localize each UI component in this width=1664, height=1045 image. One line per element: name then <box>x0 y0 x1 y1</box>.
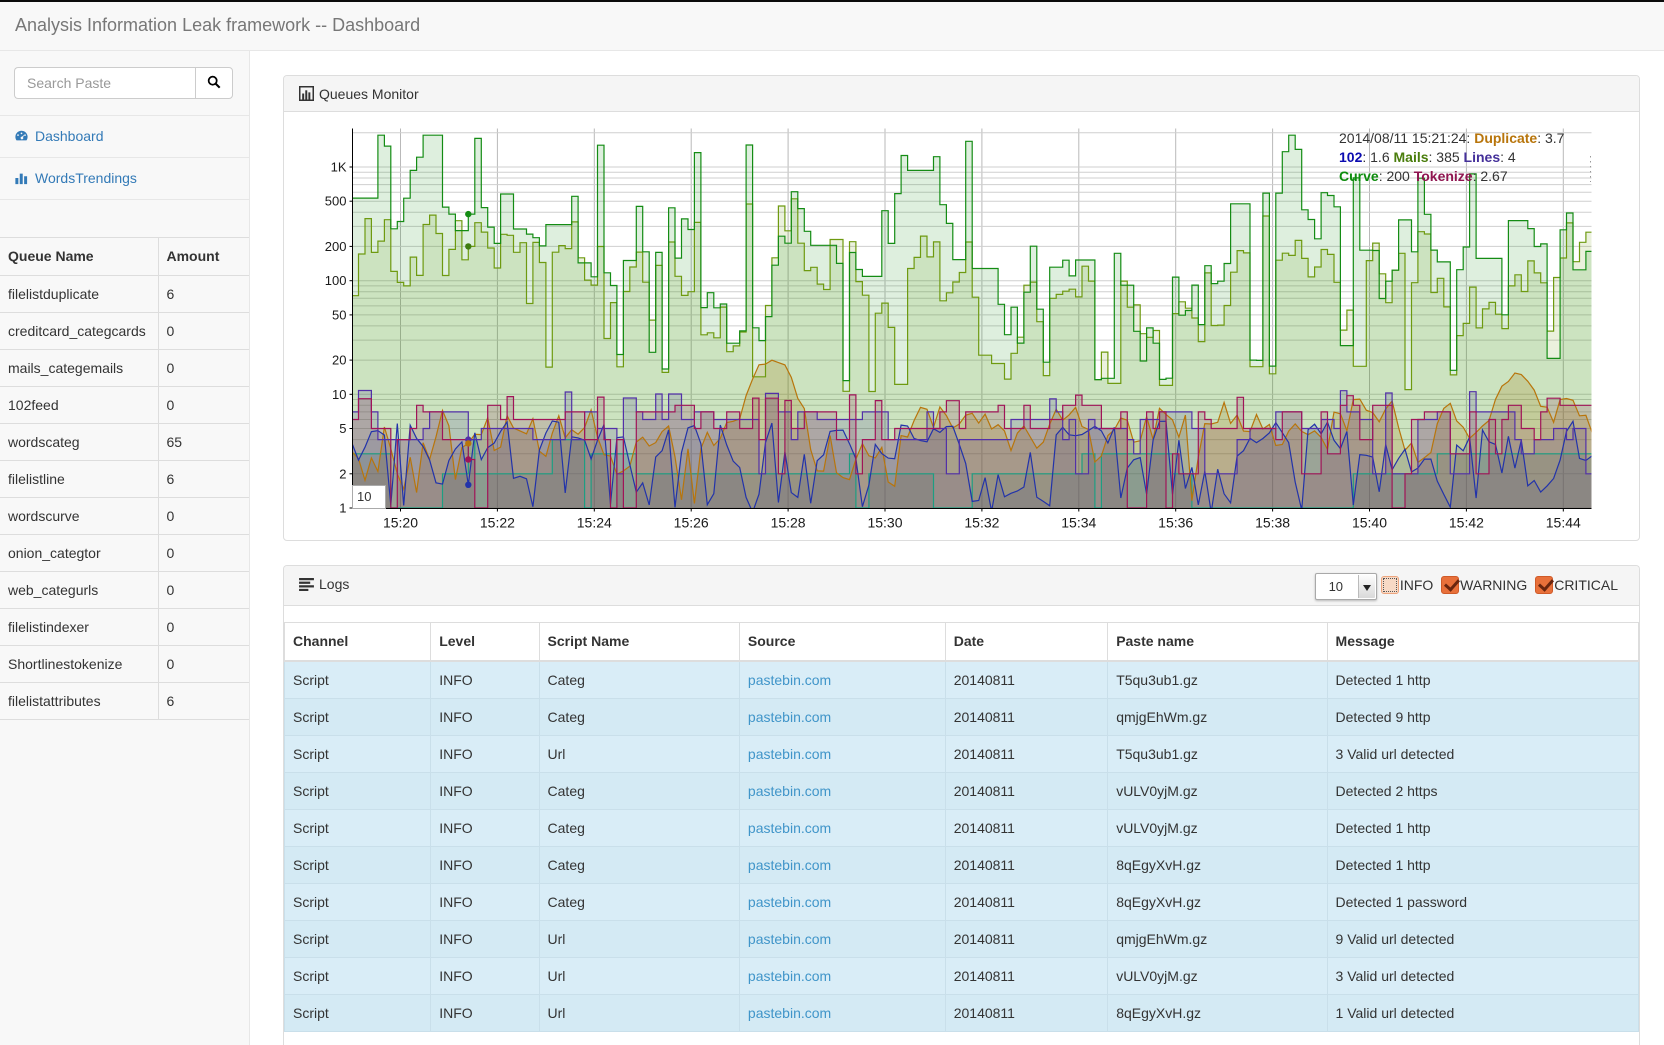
svg-text:10: 10 <box>332 387 346 402</box>
svg-text:15:26: 15:26 <box>674 515 709 531</box>
svg-text:15:28: 15:28 <box>771 515 806 531</box>
svg-text:50: 50 <box>332 307 346 322</box>
svg-text:15:24: 15:24 <box>577 515 612 531</box>
svg-text:15:36: 15:36 <box>1158 515 1193 531</box>
svg-text:20: 20 <box>332 353 346 368</box>
svg-text:1: 1 <box>339 501 346 516</box>
svg-text:15:22: 15:22 <box>480 515 515 531</box>
svg-text:15:38: 15:38 <box>1255 515 1290 531</box>
svg-text:15:42: 15:42 <box>1449 515 1484 531</box>
svg-text:15:40: 15:40 <box>1352 515 1387 531</box>
svg-text:15:32: 15:32 <box>964 515 999 531</box>
svg-text:200: 200 <box>325 239 347 254</box>
svg-text:500: 500 <box>325 194 347 209</box>
svg-text:100: 100 <box>325 273 347 288</box>
svg-text:1K: 1K <box>331 160 347 175</box>
svg-text:15:44: 15:44 <box>1546 515 1581 531</box>
svg-text:2: 2 <box>339 466 346 481</box>
svg-text:15:30: 15:30 <box>867 515 902 531</box>
svg-text:15:20: 15:20 <box>383 515 418 531</box>
svg-text:5: 5 <box>339 421 346 436</box>
svg-text:15:34: 15:34 <box>1061 515 1096 531</box>
